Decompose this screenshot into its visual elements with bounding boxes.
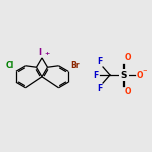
- Text: −: −: [142, 67, 147, 72]
- Text: +: +: [44, 51, 49, 56]
- Text: F: F: [94, 71, 99, 79]
- Text: O: O: [125, 88, 131, 97]
- Text: F: F: [97, 57, 102, 66]
- Text: S: S: [121, 71, 127, 79]
- Text: O: O: [125, 54, 131, 62]
- Text: Br: Br: [70, 61, 79, 70]
- Text: I: I: [38, 48, 41, 57]
- Text: O: O: [136, 71, 143, 79]
- Text: F: F: [97, 84, 102, 93]
- Text: Cl: Cl: [6, 61, 14, 70]
